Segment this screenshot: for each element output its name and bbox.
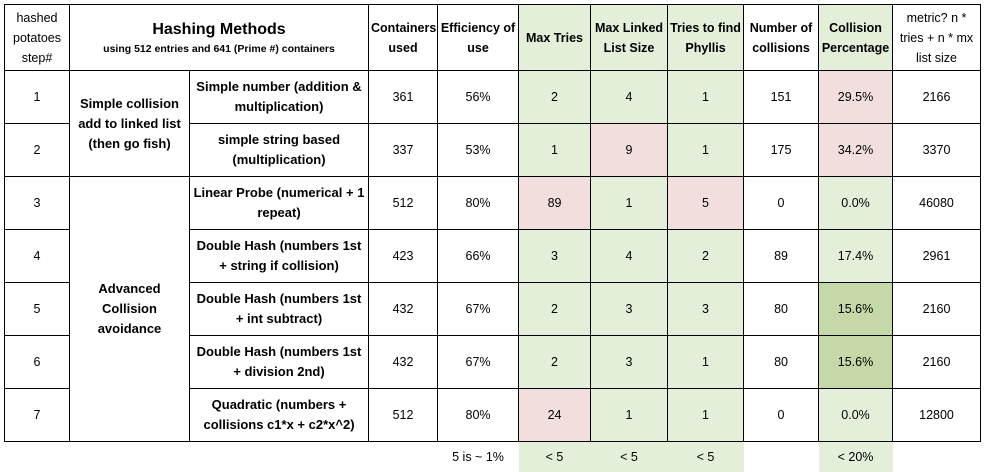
metric-cell: 46080 — [892, 176, 982, 230]
max-list-cell: 4 — [590, 70, 669, 124]
footer-max-list-target: < 5 — [590, 441, 668, 472]
table-row: 5 Double Hash (numbers 1st + int subtrac… — [4, 282, 982, 336]
method-cell: Double Hash (numbers 1st + int subtract) — [188, 282, 370, 336]
step-cell: 1 — [4, 70, 70, 124]
header-collision-pct: Collision Percentage — [818, 4, 894, 71]
collisions-cell: 0 — [743, 176, 820, 230]
footer-row: 5 is ~ 1% < 5 < 5 < 5 < 20% — [5, 441, 981, 472]
tries-phyllis-cell: 1 — [667, 388, 745, 442]
header-max-list: Max Linked List Size — [590, 4, 669, 71]
efficiency-cell: 66% — [437, 229, 520, 283]
tries-phyllis-cell: 1 — [667, 123, 745, 177]
max-list-cell: 3 — [590, 335, 669, 389]
metric-cell: 2160 — [892, 282, 982, 336]
max-list-cell: 3 — [590, 282, 669, 336]
collisions-cell: 151 — [743, 70, 820, 124]
metric-cell: 12800 — [892, 388, 982, 442]
tries-phyllis-cell: 2 — [667, 229, 745, 283]
method-cell: Double Hash (numbers 1st + string if col… — [188, 229, 370, 283]
step-cell: 5 — [4, 282, 70, 336]
max-tries-cell: 3 — [518, 229, 592, 283]
collisions-cell: 175 — [743, 123, 820, 177]
table-row: 1 Simple collision add to linked list (t… — [4, 70, 982, 177]
max-tries-cell: 24 — [518, 388, 592, 442]
header-metric: metric? n * tries + n * mx list size — [892, 4, 982, 71]
header-row: hashed potatoes step# Hashing Methods us… — [4, 4, 982, 71]
footer-efficiency-note: 5 is ~ 1% — [452, 449, 504, 464]
step-cell: 3 — [4, 176, 70, 230]
header-tries-phyllis: Tries to find Phyllis — [667, 4, 745, 71]
collision-pct-cell: 0.0% — [818, 176, 894, 230]
header-num-collisions: Number of collisions — [743, 4, 820, 71]
max-tries-cell: 1 — [518, 123, 592, 177]
max-list-cell: 1 — [590, 176, 669, 230]
table-subtitle: using 512 entries and 641 (Prime #) cont… — [103, 42, 335, 55]
step-cell: 6 — [4, 335, 70, 389]
footer-pct-target: < 20% — [818, 441, 893, 472]
table-title: Hashing Methods — [152, 20, 286, 38]
collision-pct-cell: 17.4% — [818, 229, 894, 283]
efficiency-cell: 67% — [437, 282, 520, 336]
efficiency-cell: 53% — [437, 123, 520, 177]
method-cell: Quadratic (numbers + collisions c1*x + c… — [188, 388, 370, 442]
collision-pct-cell: 15.6% — [818, 335, 894, 389]
containers-cell: 512 — [368, 176, 439, 230]
max-tries-cell: 89 — [518, 176, 592, 230]
max-list-cell: 1 — [590, 388, 669, 442]
metric-cell: 2160 — [892, 335, 982, 389]
hashing-methods-table: hashed potatoes step# Hashing Methods us… — [4, 4, 982, 472]
collisions-cell: 0 — [743, 388, 820, 442]
step-cell: 4 — [4, 229, 70, 283]
containers-cell: 423 — [368, 229, 439, 283]
collision-pct-cell: 15.6% — [818, 282, 894, 336]
metric-cell: 2166 — [892, 70, 982, 124]
header-efficiency: Efficiency of use — [437, 4, 520, 71]
collisions-cell: 80 — [743, 282, 820, 336]
collision-pct-cell: 34.2% — [818, 123, 894, 177]
containers-cell: 361 — [368, 70, 439, 124]
table-row: 7 Quadratic (numbers + collisions c1*x +… — [4, 388, 982, 442]
efficiency-cell: 67% — [437, 335, 520, 389]
group-advanced-collision: Advanced Collision avoidance — [69, 176, 190, 442]
method-cell: Linear Probe (numerical + 1 repeat) — [188, 176, 370, 230]
collisions-cell: 80 — [743, 335, 820, 389]
header-max-tries: Max Tries — [518, 4, 592, 71]
max-list-cell: 4 — [590, 229, 669, 283]
metric-cell: 3370 — [892, 123, 982, 177]
collision-pct-cell: 29.5% — [818, 70, 894, 124]
tries-phyllis-cell: 3 — [667, 282, 745, 336]
tries-phyllis-cell: 1 — [667, 335, 745, 389]
header-containers-used: Containers used — [368, 4, 439, 71]
footer-tries-target: < 5 — [667, 441, 744, 472]
max-tries-cell: 2 — [518, 335, 592, 389]
tries-phyllis-cell: 5 — [667, 176, 745, 230]
method-cell: Double Hash (numbers 1st + division 2nd) — [188, 335, 370, 389]
table-row: 2 simple string based (multiplication) 3… — [4, 123, 982, 177]
tries-phyllis-cell: 1 — [667, 70, 745, 124]
efficiency-cell: 80% — [437, 176, 520, 230]
containers-cell: 432 — [368, 335, 439, 389]
containers-cell: 512 — [368, 388, 439, 442]
step-cell: 7 — [4, 388, 70, 442]
table-row: 4 Double Hash (numbers 1st + string if c… — [4, 229, 982, 283]
max-tries-cell: 2 — [518, 70, 592, 124]
method-cell: simple string based (multiplication) — [188, 123, 370, 177]
collisions-cell: 89 — [743, 229, 820, 283]
max-tries-cell: 2 — [518, 282, 592, 336]
containers-cell: 432 — [368, 282, 439, 336]
containers-cell: 337 — [368, 123, 439, 177]
efficiency-cell: 80% — [437, 388, 520, 442]
group-simple-collision: Simple collision add to linked list (the… — [69, 70, 190, 177]
footer-max-tries-target: < 5 — [518, 441, 591, 472]
method-cell: Simple number (addition & multiplication… — [188, 70, 370, 124]
metric-cell: 2961 — [892, 229, 982, 283]
header-title-cell: Hashing Methods using 512 entries and 64… — [68, 4, 370, 71]
collision-pct-cell: 0.0% — [818, 388, 894, 442]
header-step: hashed potatoes step# — [4, 4, 70, 71]
max-list-cell: 9 — [590, 123, 669, 177]
step-cell: 2 — [4, 123, 70, 177]
table-row: 3 Advanced Collision avoidance Linear Pr… — [4, 176, 982, 442]
efficiency-cell: 56% — [437, 70, 520, 124]
